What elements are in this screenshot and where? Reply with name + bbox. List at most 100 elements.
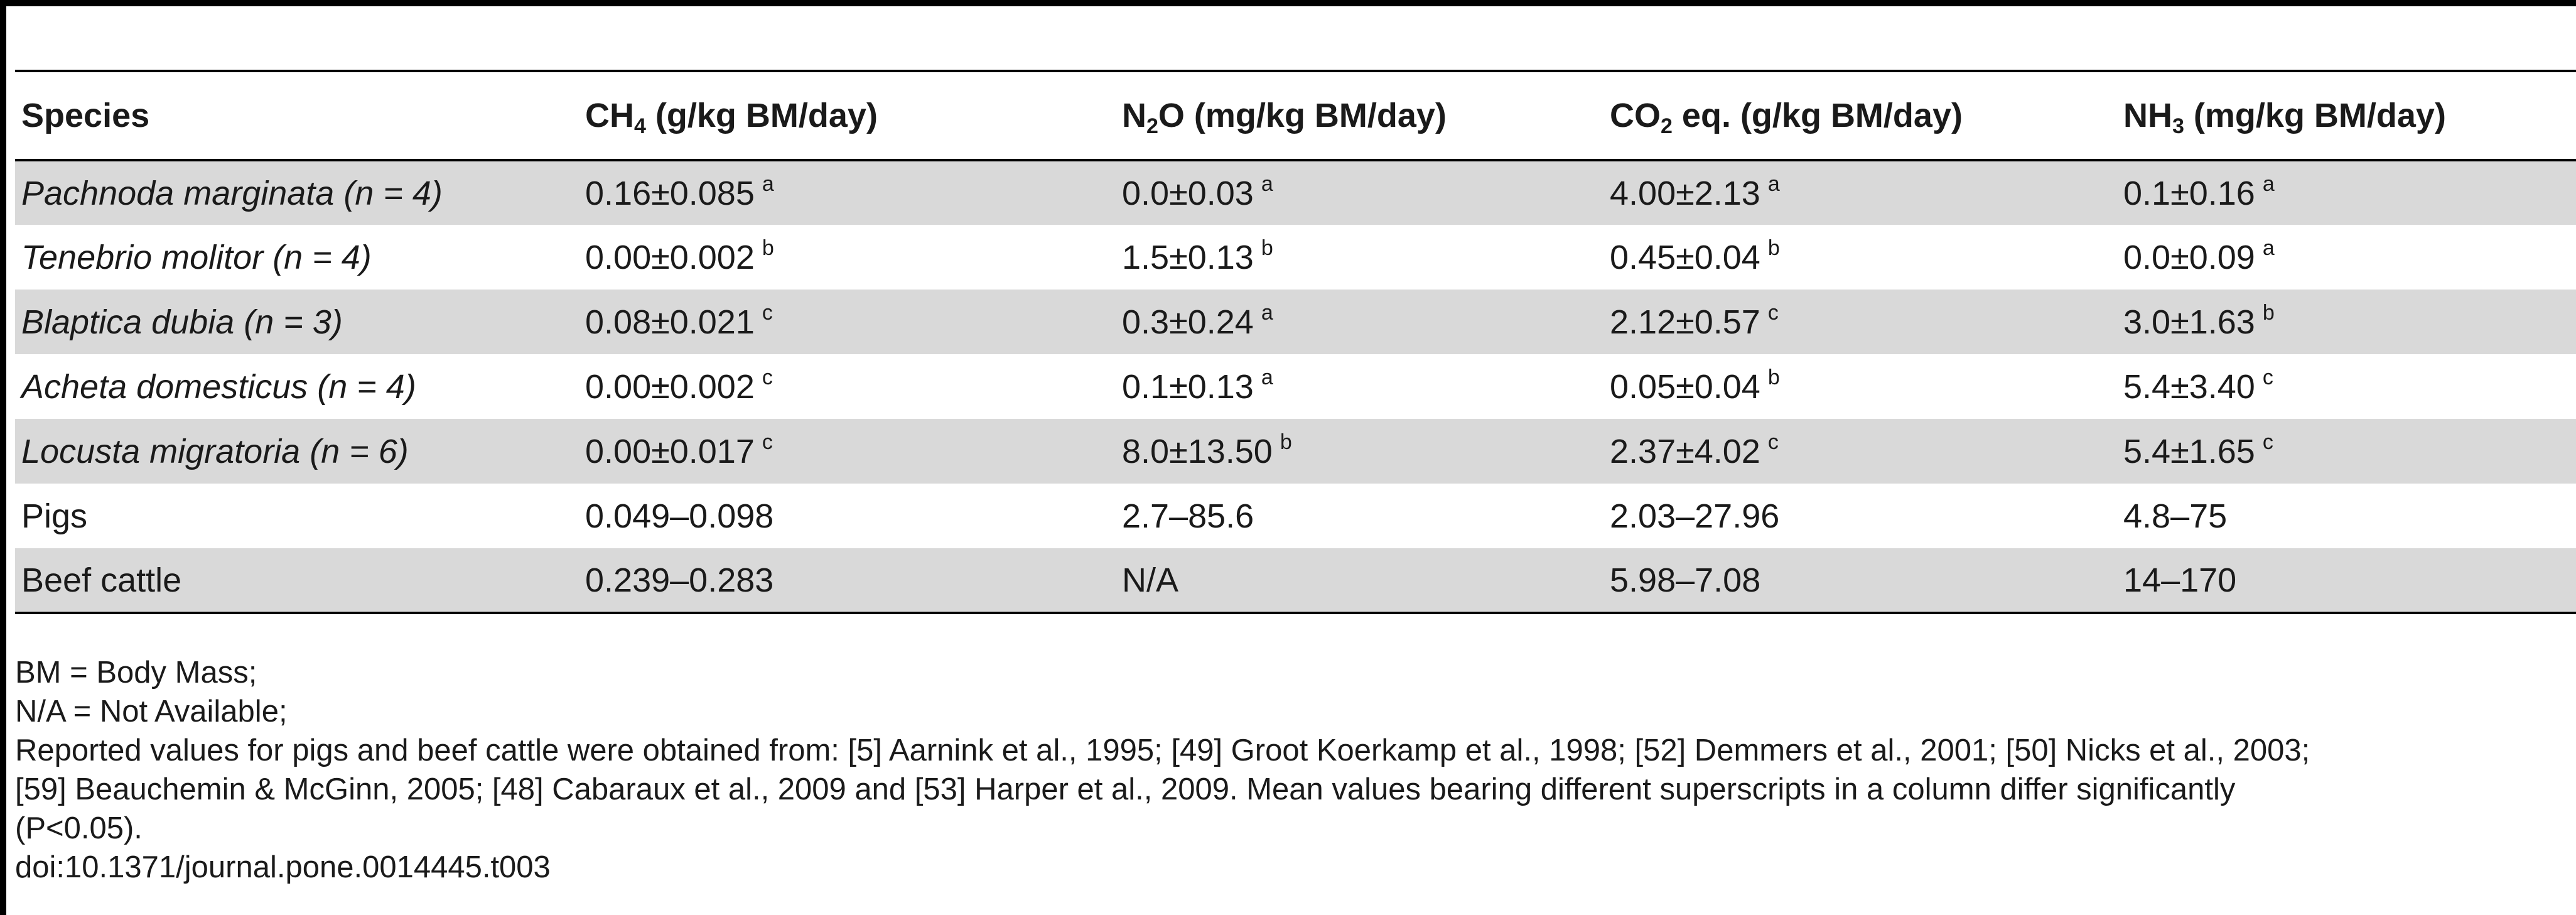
top-rule — [6, 0, 2576, 6]
cell-value: 2.7–85.6 — [1122, 497, 1254, 535]
doi-text: doi:10.1371/journal.pone.0014445.t003 — [15, 850, 551, 884]
cell-value: 0.239–0.283 — [585, 561, 774, 599]
cell-n2o: 0.3±0.24 a — [1116, 290, 1603, 354]
significance-superscript: c — [762, 430, 773, 454]
cell-ch4: 0.239–0.283 — [579, 548, 1116, 613]
cell-nh3: 3.0±1.63 b — [2117, 290, 2576, 354]
footnote-reported-2: [59] Beauchemin & McGinn, 2005; [48] Cab… — [15, 772, 2236, 806]
cell-ch4: 0.049–0.098 — [579, 484, 1116, 548]
cell-value: 0.00±0.002 — [585, 238, 755, 276]
significance-superscript: a — [1261, 365, 1273, 389]
significance-superscript: b — [1280, 430, 1292, 454]
cell-species: Tenebrio molitor (n = 4) — [21, 238, 372, 276]
significance-superscript: b — [1261, 236, 1273, 260]
cell-co2eq: 4.00±2.13 a — [1603, 160, 2117, 225]
cell-species: Locusta migratoria (n = 6) — [21, 432, 409, 470]
significance-superscript: b — [762, 236, 774, 260]
cell-co2eq: 2.03–27.96 — [1603, 484, 2117, 548]
cell-nh3: 0.1±0.16 a — [2117, 160, 2576, 225]
footnote-reported-3: (P<0.05). — [15, 811, 143, 845]
cell-value: 1.5±0.13 — [1122, 238, 1254, 276]
cell-value: 2.03–27.96 — [1610, 497, 1780, 535]
table-row: Acheta domesticus (n = 4) 0.00±0.002 c 0.1±… — [15, 354, 2576, 419]
significance-superscript: c — [2262, 430, 2273, 454]
cell-ch4: 0.00±0.017 c — [579, 419, 1116, 484]
cell-value: 0.08±0.021 — [585, 303, 755, 341]
cell-n2o: 8.0±13.50 b — [1116, 419, 1603, 484]
cell-value: 0.1±0.16 — [2123, 174, 2255, 212]
cell-value: 0.00±0.002 — [585, 367, 755, 406]
cell-nh3: 14–170 — [2117, 548, 2576, 613]
cell-co2eq: 2.37±4.02 c — [1603, 419, 2117, 484]
significance-superscript: c — [1767, 430, 1779, 454]
cell-species: Acheta domesticus (n = 4) — [21, 367, 416, 406]
cell-value: 0.00±0.017 — [585, 432, 755, 470]
cell-ch4: 0.16±0.085 a — [579, 160, 1116, 225]
table-body: Pachnoda marginata (n = 4) 0.16±0.085 a 0.0… — [15, 160, 2576, 613]
cell-value: 5.98–7.08 — [1610, 561, 1761, 599]
significance-superscript: a — [1261, 300, 1273, 325]
header-n2o: N2O (mg/kg BM/day) — [1122, 97, 1447, 138]
cell-value: N/A — [1122, 561, 1179, 599]
cell-co2eq: 0.45±0.04 b — [1603, 225, 2117, 290]
cell-nh3: 5.4±3.40 c — [2117, 354, 2576, 419]
cell-value: 5.4±3.40 — [2123, 367, 2255, 406]
cell-ch4: 0.00±0.002 b — [579, 225, 1116, 290]
cell-value: 4.00±2.13 — [1610, 174, 1760, 212]
cell-species: Beef cattle — [21, 561, 182, 599]
cell-species: Blaptica dubia (n = 3) — [21, 303, 343, 341]
table-row: Tenebrio molitor (n = 4) 0.00±0.002 b 1.5±0… — [15, 225, 2576, 290]
cell-species: Pigs — [21, 497, 88, 535]
footnote-bm: BM = Body Mass; — [15, 656, 257, 690]
cell-co2eq: 2.12±0.57 c — [1603, 290, 2117, 354]
cell-value: 0.0±0.09 — [2123, 238, 2255, 276]
emissions-table: Species CH4 (g/kg BM/day) N2O (mg/kg BM/… — [15, 70, 2576, 614]
cell-value: 0.049–0.098 — [585, 497, 774, 535]
cell-n2o: 0.0±0.03 a — [1116, 160, 1603, 225]
cell-nh3: 0.0±0.09 a — [2117, 225, 2576, 290]
table-row: Pigs 0.049–0.098 2.7–85.6 2.03–27.96 4.8–75 — [15, 484, 2576, 548]
cell-species: Pachnoda marginata (n = 4) — [21, 174, 443, 212]
cell-value: 2.37±4.02 — [1610, 432, 1760, 470]
significance-superscript: b — [2262, 300, 2275, 325]
table-row: Locusta migratoria (n = 6) 0.00±0.017 c 8.0… — [15, 419, 2576, 484]
cell-value: 0.1±0.13 — [1122, 367, 1254, 406]
cell-value: 0.16±0.085 — [585, 174, 755, 212]
table-row: Beef cattle 0.239–0.283 N/A 5.98–7.08 14–170 — [15, 548, 2576, 613]
table-row: Pachnoda marginata (n = 4) 0.16±0.085 a 0.0… — [15, 160, 2576, 225]
footnote-na: N/A = Not Available; — [15, 695, 288, 728]
cell-value: 5.4±1.65 — [2123, 432, 2255, 470]
table-footnotes: BM = Body Mass; N/A = Not Available; Rep… — [15, 653, 2576, 887]
cell-nh3: 4.8–75 — [2117, 484, 2576, 548]
table-row: Blaptica dubia (n = 3) 0.08±0.021 c 0.3±0.2… — [15, 290, 2576, 354]
significance-superscript: b — [1767, 365, 1780, 389]
header-ch4: CH4 (g/kg BM/day) — [585, 97, 878, 138]
cell-ch4: 0.00±0.002 c — [579, 354, 1116, 419]
significance-superscript: a — [2262, 171, 2275, 196]
cell-ch4: 0.08±0.021 c — [579, 290, 1116, 354]
cell-value: 0.45±0.04 — [1610, 238, 1760, 276]
cell-n2o: N/A — [1116, 548, 1603, 613]
header-nh3: NH3 (mg/kg BM/day) — [2123, 97, 2446, 138]
significance-superscript: c — [762, 300, 773, 325]
cell-nh3: 5.4±1.65 c — [2117, 419, 2576, 484]
cell-value: 14–170 — [2123, 561, 2237, 599]
cell-value: 8.0±13.50 — [1122, 432, 1273, 470]
cell-co2eq: 0.05±0.04 b — [1603, 354, 2117, 419]
significance-superscript: c — [2262, 365, 2273, 389]
cell-value: 2.12±0.57 — [1610, 303, 1760, 341]
cell-value: 3.0±1.63 — [2123, 303, 2255, 341]
header-row: Species CH4 (g/kg BM/day) N2O (mg/kg BM/… — [15, 71, 2576, 160]
cell-n2o: 0.1±0.13 a — [1116, 354, 1603, 419]
footnote-reported-1: Reported values for pigs and beef cattle… — [15, 734, 2310, 767]
cell-value: 0.05±0.04 — [1610, 367, 1760, 406]
significance-superscript: a — [762, 171, 774, 196]
significance-superscript: b — [1767, 236, 1780, 260]
table-wrapper: Species CH4 (g/kg BM/day) N2O (mg/kg BM/… — [15, 70, 2576, 614]
cell-n2o: 2.7–85.6 — [1116, 484, 1603, 548]
significance-superscript: c — [1767, 300, 1779, 325]
significance-superscript: a — [1767, 171, 1780, 196]
cell-value: 0.0±0.03 — [1122, 174, 1254, 212]
significance-superscript: a — [1261, 171, 1273, 196]
